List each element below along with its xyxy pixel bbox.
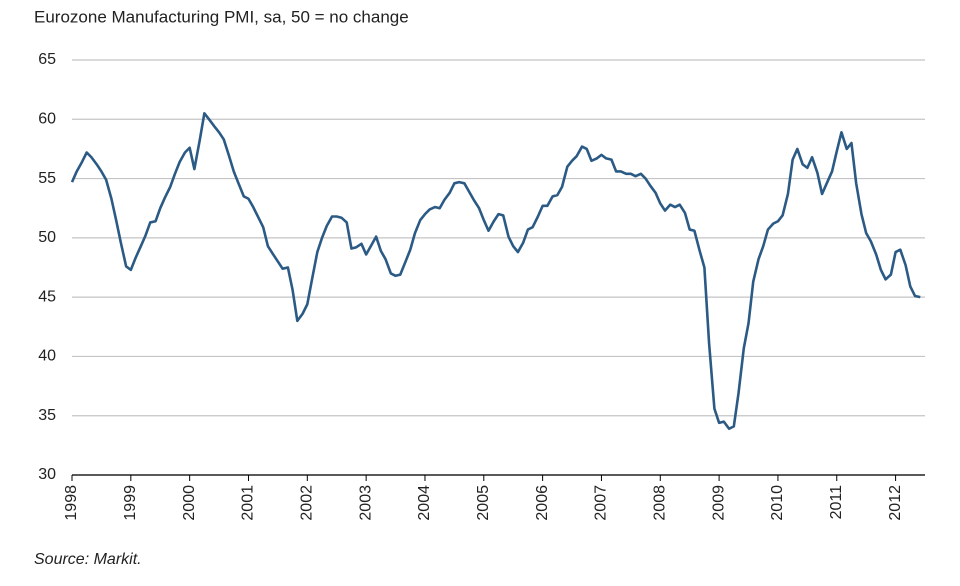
x-tick-label: 2001	[240, 485, 257, 521]
x-tick-label: 2012	[887, 485, 904, 521]
x-tick-label: 1999	[122, 485, 139, 521]
y-tick-label: 45	[38, 288, 56, 305]
x-tick-label: 2007	[593, 485, 610, 521]
x-tick-label: 1998	[63, 485, 80, 521]
source-note: Source: Markit.	[34, 551, 142, 568]
x-tick-label: 2008	[651, 485, 668, 521]
x-tick-label: 2004	[416, 485, 433, 521]
y-tick-label: 40	[38, 348, 56, 365]
y-tick-label: 35	[38, 407, 56, 424]
y-tick-label: 55	[38, 170, 56, 187]
y-tick-label: 50	[38, 229, 56, 246]
x-tick-label: 2002	[299, 485, 316, 521]
pmi-line	[70, 112, 921, 431]
x-tick-label: 2000	[181, 485, 198, 521]
y-tick-label: 60	[38, 111, 56, 128]
x-tick-label: 2009	[710, 485, 727, 521]
x-tick-label: 2003	[357, 485, 374, 521]
x-tick-label: 2010	[769, 485, 786, 521]
y-tick-label: 30	[38, 466, 56, 483]
y-tick-label: 65	[38, 51, 56, 68]
x-tick-label: 2005	[475, 485, 492, 521]
x-tick-label: 2011	[828, 485, 845, 520]
x-tick-label: 2006	[534, 485, 551, 521]
chart-title: Eurozone Manufacturing PMI, sa, 50 = no …	[34, 7, 409, 26]
